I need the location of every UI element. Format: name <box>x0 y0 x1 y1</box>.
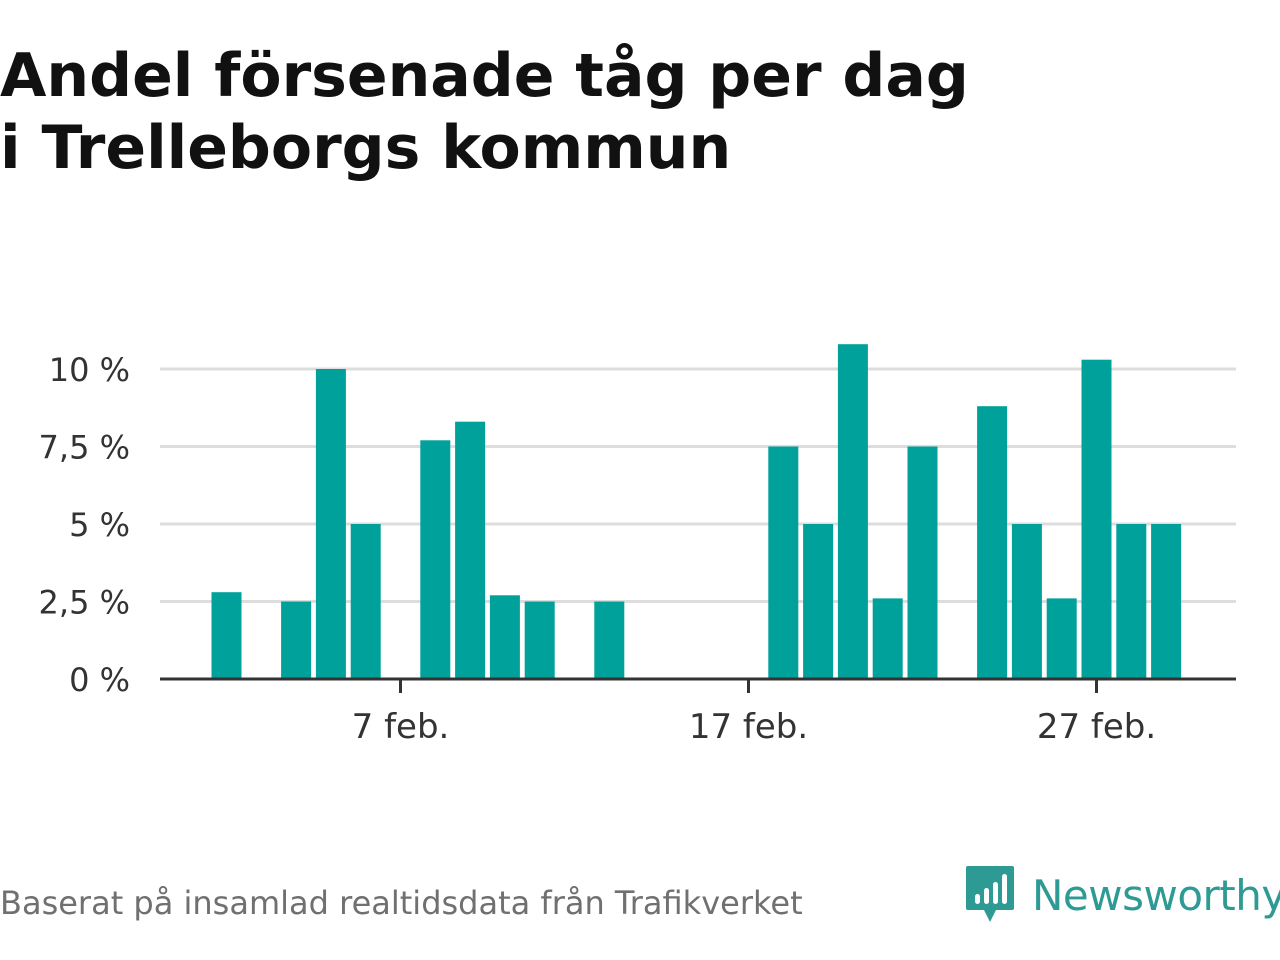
chart-title: Andel försenade tåg per dag i Trelleborg… <box>0 41 969 183</box>
bar <box>594 601 625 679</box>
bar <box>872 598 903 679</box>
bar <box>768 446 799 679</box>
brand-name: Newsworthy <box>1032 870 1280 920</box>
y-tick-label: 7,5 % <box>39 429 130 467</box>
bar <box>1046 598 1077 679</box>
bar <box>350 524 381 679</box>
bar <box>455 421 486 679</box>
bar <box>420 440 451 679</box>
bar <box>489 595 520 679</box>
y-tick-label: 2,5 % <box>39 584 130 622</box>
bar <box>803 524 834 679</box>
newsworthy-brand[interactable]: Newsworthy <box>964 864 1280 926</box>
x-tick-label: 27 feb. <box>1037 707 1156 747</box>
bars <box>211 344 1182 679</box>
bar <box>281 601 312 679</box>
bar <box>524 601 555 679</box>
source-note: Baserat på insamlad realtidsdata från Tr… <box>0 884 803 922</box>
bar <box>907 446 938 679</box>
y-tick-label: 5 % <box>69 506 130 544</box>
axes <box>160 677 1236 693</box>
bar <box>1151 524 1182 679</box>
bar <box>1011 524 1042 679</box>
bar <box>1116 524 1147 679</box>
bar <box>1081 359 1112 679</box>
bar <box>837 344 868 679</box>
tick-labels: 0 % 2,5 % 5 % 7,5 % 10 % 7 feb. 17 feb. 27 feb. <box>39 351 1157 747</box>
bar <box>211 592 242 679</box>
newsworthy-logo-icon <box>966 866 1014 922</box>
bar <box>977 406 1008 679</box>
x-tick-label: 7 feb. <box>352 707 450 747</box>
y-tick-label: 10 % <box>49 351 130 389</box>
y-tick-label: 0 % <box>69 661 130 699</box>
bar <box>315 369 346 679</box>
x-tick-label: 17 feb. <box>689 707 808 747</box>
